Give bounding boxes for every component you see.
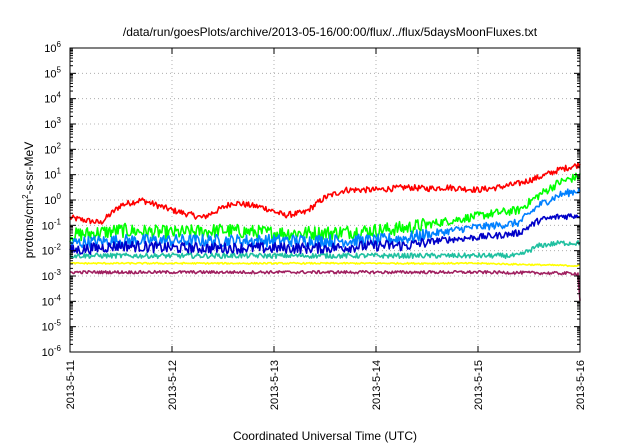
x-tick-label: 2013-5-13 — [269, 360, 281, 410]
chart-title: /data/run/goesPlots/archive/2013-05-16/0… — [123, 25, 538, 39]
y-tick-label: 10-5 — [42, 319, 62, 334]
y-tick-label: 104 — [44, 91, 61, 106]
series-line — [69, 261, 580, 268]
y-axis-label-rest: -s-sr-MeV — [22, 142, 36, 195]
series-line — [69, 240, 581, 260]
series-line — [69, 213, 581, 255]
x-tick-label: 2013-5-12 — [167, 360, 179, 410]
x-tick-label: 2013-5-15 — [473, 360, 485, 410]
y-tick-label: 102 — [44, 141, 61, 156]
y-tick-label: 10-6 — [42, 344, 62, 359]
y-tick-label: 103 — [44, 116, 61, 131]
y-tick-label: 10-1 — [42, 217, 62, 232]
y-tick-label: 105 — [44, 65, 61, 80]
y-axis-label-sup: 2 — [21, 194, 30, 199]
y-tick-label: 101 — [44, 167, 61, 182]
y-tick-label: 10-2 — [42, 243, 62, 258]
y-tick-label: 100 — [44, 192, 61, 207]
y-tick-label: 10-3 — [42, 268, 62, 283]
grid-layer — [70, 48, 580, 352]
y-axis-label: protons/cm2-s-sr-MeV — [21, 142, 36, 258]
series-line — [69, 162, 581, 225]
series-line — [69, 269, 581, 301]
series-layer — [69, 162, 581, 301]
series-line — [69, 172, 581, 243]
y-tick-label: 10-4 — [42, 293, 62, 308]
x-tick-label: 2013-5-16 — [575, 360, 587, 410]
tick-layer: 106 105 104 103 102 101 100 10-1 10-2 10-3 10-4 10-… — [42, 40, 587, 410]
series-line — [69, 187, 581, 250]
y-tick-label: 106 — [44, 40, 61, 55]
x-tick-label: 2013-5-14 — [371, 360, 383, 410]
y-axis-label-base: protons/cm — [22, 199, 36, 258]
x-tick-label: 2013-5-11 — [65, 360, 77, 409]
x-axis-label: Coordinated Universal Time (UTC) — [233, 429, 417, 443]
